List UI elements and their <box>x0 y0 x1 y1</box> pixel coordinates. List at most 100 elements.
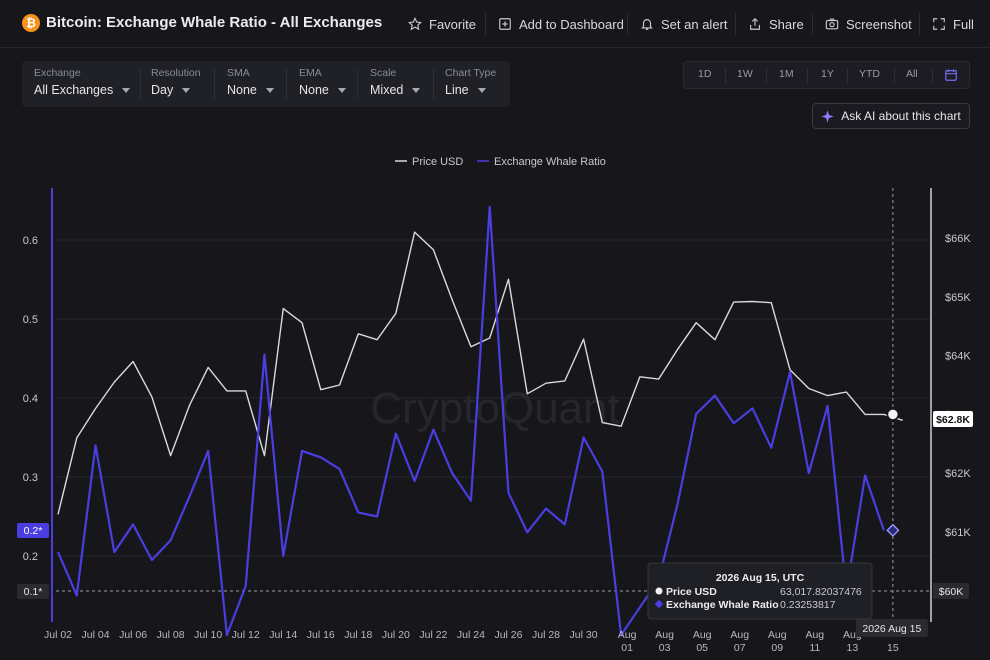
divider <box>725 68 726 83</box>
range-1d[interactable]: 1D <box>698 68 712 80</box>
right-tick-label: $66K <box>945 233 971 245</box>
tooltip-ratio-label: Exchange Whale Ratio <box>666 599 779 611</box>
x-tick-label: 13 <box>846 642 858 654</box>
crosshair-date-bg <box>855 619 928 637</box>
x-tick-label: 03 <box>659 642 671 654</box>
range-1m[interactable]: 1M <box>779 68 794 80</box>
bitcoin-logo-icon: ₿ <box>22 14 40 32</box>
range-1y[interactable]: 1Y <box>821 68 834 80</box>
chevron-down-icon <box>477 87 486 93</box>
x-tick-label: Jul 18 <box>344 629 372 641</box>
sma-select[interactable]: SMA None <box>227 67 274 101</box>
share-icon <box>750 17 760 30</box>
ratio-point-marker <box>886 523 900 537</box>
fullscreen-button[interactable]: Full <box>932 14 974 34</box>
chevron-down-icon <box>122 87 131 93</box>
range-selector: 1D 1W 1M 1Y YTD All <box>683 61 970 89</box>
x-tick-label: Jul 22 <box>419 629 447 641</box>
left-badge-current: 0.2* <box>17 523 49 538</box>
ask-ai-label: Ask AI about this chart <box>841 109 961 123</box>
right-tick-label: $62K <box>945 468 971 480</box>
chevron-down-icon <box>182 87 191 93</box>
resolution-select[interactable]: Resolution Day <box>151 67 201 101</box>
divider <box>812 13 813 35</box>
chevron-down-icon <box>337 87 346 93</box>
sparkle-icon <box>821 109 834 123</box>
x-tick-label: Jul 04 <box>82 629 110 641</box>
x-tick-label: Jul 08 <box>157 629 185 641</box>
right-badge-bg <box>933 411 973 427</box>
left-badge-crosshair: 0.1* <box>17 584 49 599</box>
crosshair-date-label: 2026 Aug 15 <box>862 623 921 635</box>
range-1w[interactable]: 1W <box>737 68 753 80</box>
add-to-dashboard-label: Add to Dashboard <box>519 16 624 32</box>
divider <box>286 69 287 99</box>
left-tick-label: 0.5 <box>23 314 38 326</box>
divider <box>357 69 358 99</box>
chart-type-value: Line <box>445 83 469 97</box>
x-tick-label: Jul 28 <box>532 629 560 641</box>
ask-ai-button[interactable]: Ask AI about this chart <box>812 103 970 129</box>
divider <box>433 69 434 99</box>
chart-type-select[interactable]: Chart Type Line <box>445 67 496 101</box>
x-tick-label: Jul 10 <box>194 629 222 641</box>
chart-area[interactable]: CryptoQuant0.20.30.40.50.6$61K$62K$63K$6… <box>0 140 990 660</box>
tooltip-ratio-value: 0.23253817 <box>780 599 836 611</box>
right-badge-label: $60K <box>939 586 964 598</box>
divider <box>894 68 895 83</box>
crosshair-tooltip: 2026 Aug 15, UTC Price USD 63,017.82037476… <box>647 562 873 620</box>
fullscreen-icon <box>933 18 945 30</box>
x-tick-label: 11 <box>809 642 820 654</box>
x-tick-label: 01 <box>621 642 633 654</box>
screenshot-button[interactable]: Screenshot <box>825 14 912 34</box>
resolution-label: Resolution <box>151 67 201 79</box>
legend-label-ratio: Exchange Whale Ratio <box>494 156 606 168</box>
right-badge-bg <box>933 583 969 599</box>
legend: Price USD Exchange Whale Ratio <box>395 156 606 168</box>
chevron-down-icon <box>265 87 274 93</box>
camera-icon <box>825 18 839 30</box>
x-tick-label: 15 <box>887 642 899 654</box>
left-tick-label: 0.4 <box>23 393 38 405</box>
add-to-dashboard-button[interactable]: Add to Dashboard <box>498 14 624 34</box>
tooltip-price-swatch <box>655 587 663 595</box>
x-tick-label: Jul 26 <box>494 629 522 641</box>
range-ytd[interactable]: YTD <box>859 68 880 80</box>
tooltip-title: 2026 Aug 15, UTC <box>716 572 805 584</box>
divider <box>766 68 767 83</box>
set-alert-button[interactable]: Set an alert <box>640 14 728 34</box>
bell-icon <box>641 19 653 30</box>
calendar-icon[interactable] <box>944 68 958 82</box>
x-tick-label: Aug <box>655 629 674 641</box>
x-tick-label: Aug <box>618 629 637 641</box>
divider <box>214 69 215 99</box>
chart-controls: Exchange All Exchanges Resolution Day SM… <box>22 61 510 107</box>
x-tick-label: Jul 12 <box>232 629 260 641</box>
right-tick-label: $65K <box>945 292 971 304</box>
right-tick-label: $64K <box>945 351 971 363</box>
exchange-select[interactable]: Exchange All Exchanges <box>34 67 131 101</box>
divider <box>140 69 141 99</box>
ema-select[interactable]: EMA None <box>299 67 346 101</box>
range-all[interactable]: All <box>906 68 918 80</box>
divider <box>485 13 486 35</box>
scale-select[interactable]: Scale Mixed <box>370 67 421 101</box>
ema-value: None <box>299 83 329 97</box>
resolution-value: Day <box>151 83 174 97</box>
left-badge-label: 0.2* <box>24 525 43 537</box>
left-tick-label: 0.6 <box>23 235 38 247</box>
x-tick-label: 09 <box>771 642 783 654</box>
favorite-button[interactable]: Favorite <box>408 14 476 34</box>
fullscreen-label: Full <box>953 16 974 32</box>
share-button[interactable]: Share <box>748 14 804 34</box>
x-tick-label: Aug <box>730 629 749 641</box>
chevron-down-icon <box>412 87 421 93</box>
divider <box>735 13 736 35</box>
x-tick-label: Jul 06 <box>119 629 147 641</box>
